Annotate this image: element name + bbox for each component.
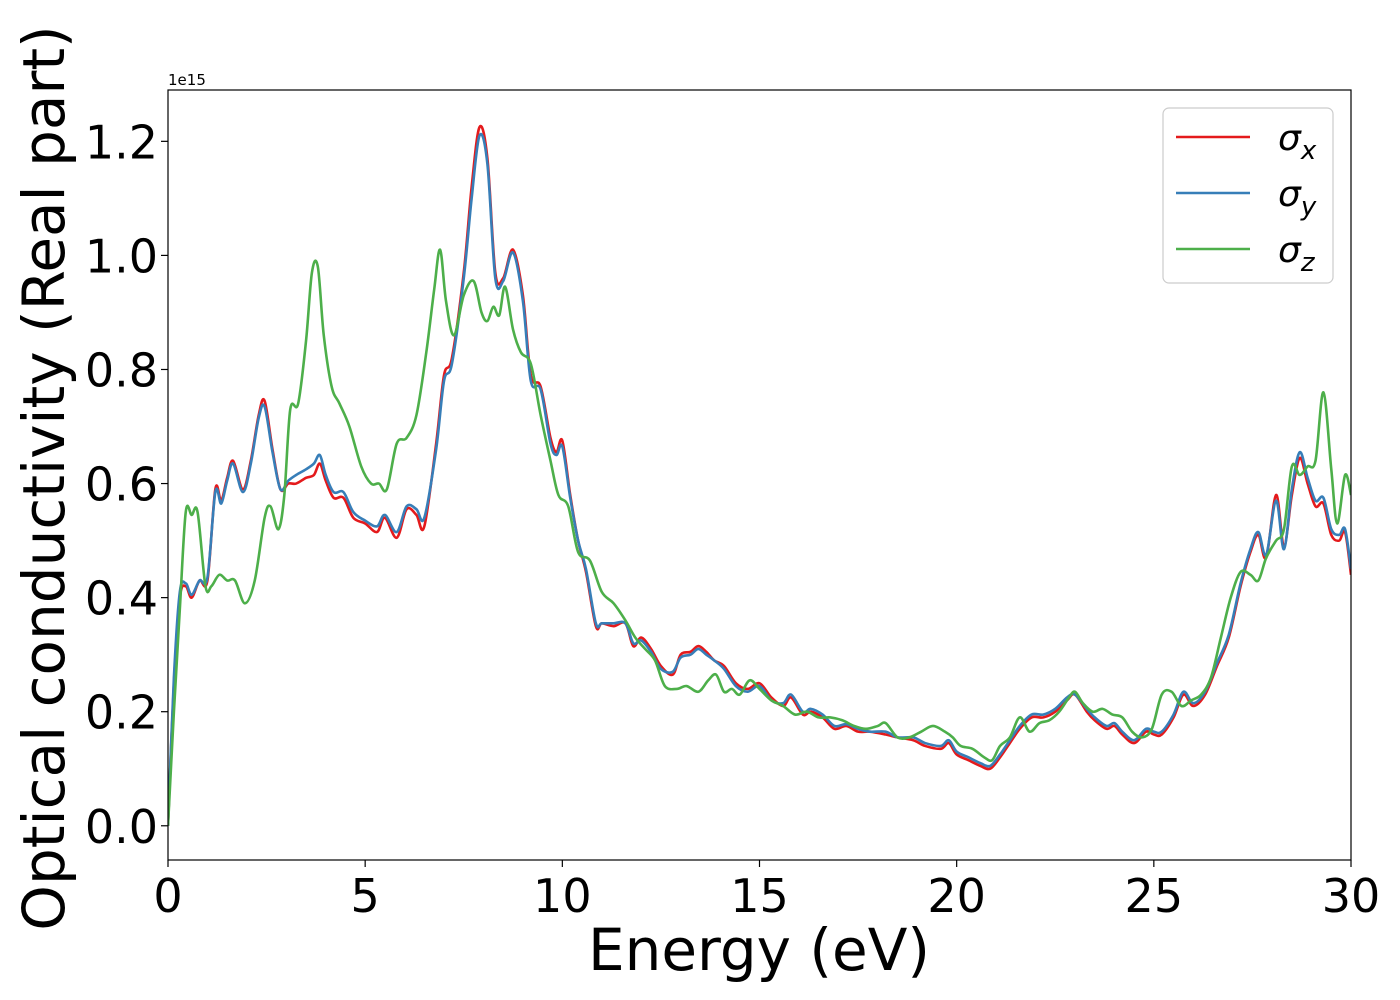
- y-tick-label: 0.8: [85, 343, 158, 397]
- legend-box: [1162, 107, 1334, 284]
- legend-label-z: σz: [1278, 230, 1316, 278]
- x-tick-label: 0: [153, 869, 182, 923]
- series-line-z: [168, 248, 1351, 826]
- y-tick-label: 0.6: [85, 458, 158, 512]
- legend-label-y: σy: [1278, 174, 1317, 222]
- x-tick-label: 15: [730, 869, 789, 923]
- x-tick-label: 30: [1322, 869, 1381, 923]
- series-line-x: [168, 124, 1351, 826]
- series-line-y: [168, 132, 1351, 826]
- x-tick-label: 25: [1125, 869, 1184, 923]
- series-layer: [168, 124, 1351, 826]
- x-tick-label: 5: [351, 869, 380, 923]
- x-tick-label: 20: [927, 869, 986, 923]
- x-axis-title: Energy (eV): [588, 916, 930, 984]
- x-axis: 0 5 10 15 20 25 30: [153, 860, 1380, 923]
- legend: σx σy σz: [1162, 107, 1334, 284]
- y-tick-label: 1.2: [85, 115, 158, 169]
- y-tick-label: 0.4: [85, 572, 158, 626]
- y-tick-label: 0.2: [85, 686, 158, 740]
- y-offset-text: 1e15: [168, 71, 206, 89]
- legend-label-x: σx: [1278, 118, 1317, 166]
- x-tick-label: 10: [533, 869, 592, 923]
- y-tick-label: 1.0: [85, 229, 158, 283]
- y-axis: 0.0 0.2 0.4 0.6 0.8 1.0 1.2: [85, 115, 168, 854]
- y-tick-label: 0.0: [85, 800, 158, 854]
- y-axis-title: Optical conductivity (Real part): [10, 25, 78, 930]
